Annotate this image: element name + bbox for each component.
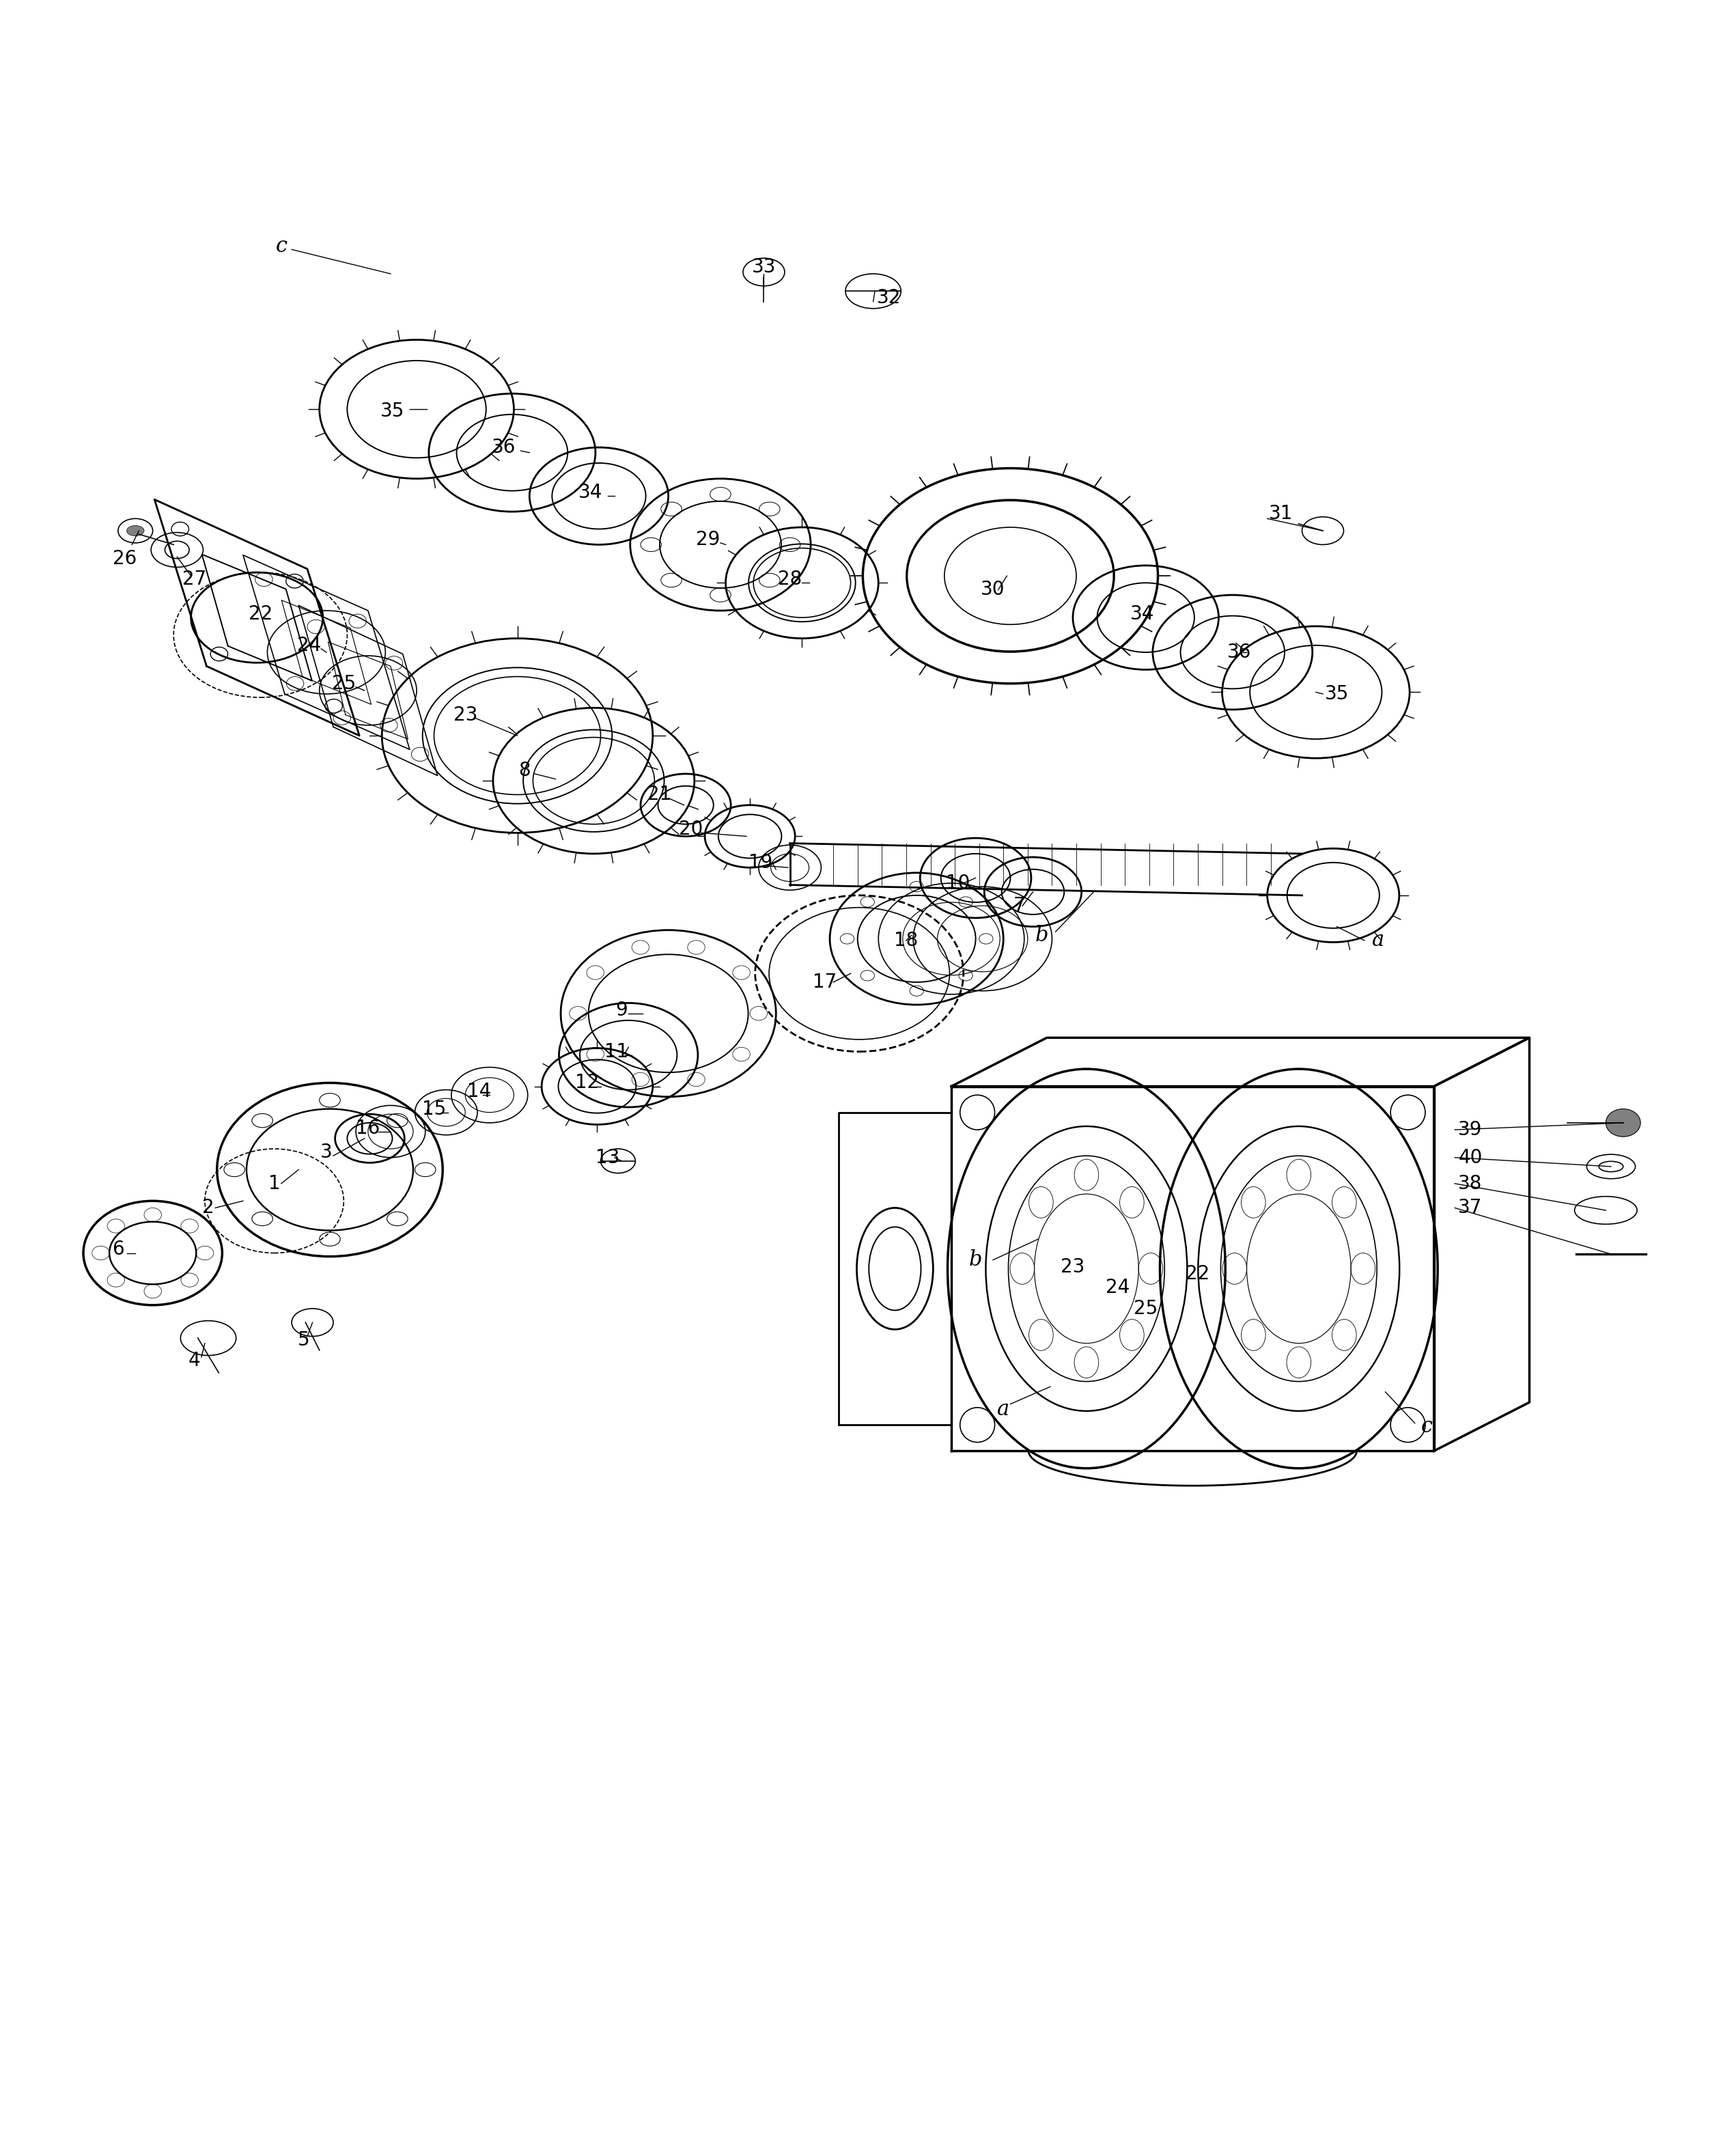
Text: 40: 40 [1458,1149,1483,1168]
Ellipse shape [127,526,144,537]
Text: b: b [1035,925,1049,946]
Text: 14: 14 [467,1083,491,1102]
Text: a: a [996,1398,1010,1419]
Text: b: b [969,1249,983,1270]
Text: 24: 24 [1106,1279,1130,1298]
Text: 25: 25 [332,673,356,693]
Text: 31: 31 [1269,503,1293,522]
Text: 19: 19 [748,852,773,872]
Text: 38: 38 [1458,1174,1483,1193]
Text: 32: 32 [877,288,901,307]
Text: 10: 10 [946,874,970,893]
Text: c: c [276,234,286,256]
Text: 11: 11 [604,1042,628,1061]
Text: 3: 3 [321,1142,332,1161]
Text: 20: 20 [679,820,703,840]
Text: 16: 16 [356,1119,380,1138]
Ellipse shape [1606,1108,1641,1136]
Text: 36: 36 [491,437,516,456]
Text: 12: 12 [575,1074,599,1093]
Text: 27: 27 [182,569,207,588]
Text: 6: 6 [113,1240,123,1259]
Text: 1: 1 [269,1174,279,1193]
Text: 13: 13 [595,1149,620,1168]
Text: 2: 2 [203,1198,214,1217]
Text: 15: 15 [422,1100,446,1119]
Text: 8: 8 [519,761,529,780]
Text: 23: 23 [453,705,477,725]
Text: 24: 24 [297,635,321,654]
Text: c: c [1422,1415,1432,1436]
Text: 21: 21 [648,784,672,803]
Text: 34: 34 [1130,605,1154,624]
Text: 25: 25 [1134,1300,1158,1319]
Text: 34: 34 [578,484,602,503]
Text: 28: 28 [778,569,802,588]
Text: 7: 7 [1014,897,1024,916]
Text: 30: 30 [981,580,1005,599]
Text: 39: 39 [1458,1121,1483,1140]
Text: 26: 26 [113,550,137,569]
Text: 4: 4 [189,1351,200,1370]
Text: 37: 37 [1458,1198,1483,1217]
Text: 22: 22 [248,605,273,624]
Text: 5: 5 [299,1330,309,1349]
Text: 33: 33 [752,258,776,277]
Text: 17: 17 [812,972,837,991]
Text: a: a [1371,929,1385,950]
Text: 23: 23 [1061,1257,1085,1276]
Text: 29: 29 [696,531,720,550]
Text: 35: 35 [1325,684,1349,703]
Text: 35: 35 [380,401,404,420]
Text: 9: 9 [616,999,627,1019]
Text: 18: 18 [894,931,918,950]
Text: 22: 22 [1186,1264,1210,1283]
Text: 36: 36 [1227,644,1252,663]
